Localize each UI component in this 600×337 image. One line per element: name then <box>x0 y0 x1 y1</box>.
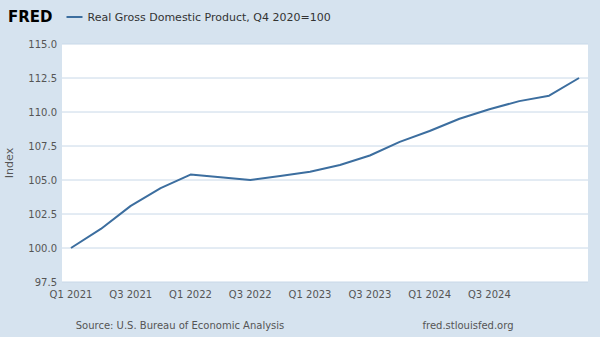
y-tick-label: 97.5 <box>35 277 57 288</box>
y-tick-label: 102.5 <box>28 209 57 220</box>
grid-line <box>62 44 588 45</box>
grid-line <box>62 146 588 147</box>
grid-line <box>62 180 588 181</box>
grid-line <box>62 214 588 215</box>
y-tick-label: 100.0 <box>28 243 57 254</box>
line-series <box>71 78 579 248</box>
plot-area <box>62 44 588 282</box>
y-tick-label: 110.0 <box>28 107 57 118</box>
chart: 97.5 100.0 102.5 105.0 107.5 110.0 112.5 115.0 I… <box>0 0 600 337</box>
footer-note: fred.stlouisfed.org <box>422 320 513 331</box>
grid-line <box>62 282 588 283</box>
title: FRED <box>8 8 53 26</box>
grid-line <box>62 78 588 79</box>
x-tick-label: Q3 2024 <box>468 289 511 300</box>
footer-note: Source: U.S. Bureau of Economic Analysis <box>76 320 285 331</box>
background <box>0 0 600 337</box>
x-tick-label: Q3 2023 <box>348 289 391 300</box>
x-tick-label: Q1 2023 <box>289 289 332 300</box>
grid-line <box>62 112 588 113</box>
legend-entry: Real Gross Domestic Product, Q4 2020=100 <box>88 11 331 24</box>
y-tick-label: 112.5 <box>28 73 57 84</box>
y-tick-label: 107.5 <box>28 141 57 152</box>
y-axis-label: Index <box>3 147 16 178</box>
x-tick-label: Q1 2024 <box>408 289 451 300</box>
y-tick-label: 105.0 <box>28 175 57 186</box>
x-tick-label: Q1 2021 <box>50 289 93 300</box>
x-tick-label: Q3 2021 <box>109 289 152 300</box>
y-tick-label: 115.0 <box>28 39 57 50</box>
x-tick-label: Q3 2022 <box>229 289 272 300</box>
legend-swatch <box>67 16 83 18</box>
x-tick-label: Q1 2022 <box>169 289 212 300</box>
grid-line <box>62 248 588 249</box>
series-group <box>71 78 579 248</box>
